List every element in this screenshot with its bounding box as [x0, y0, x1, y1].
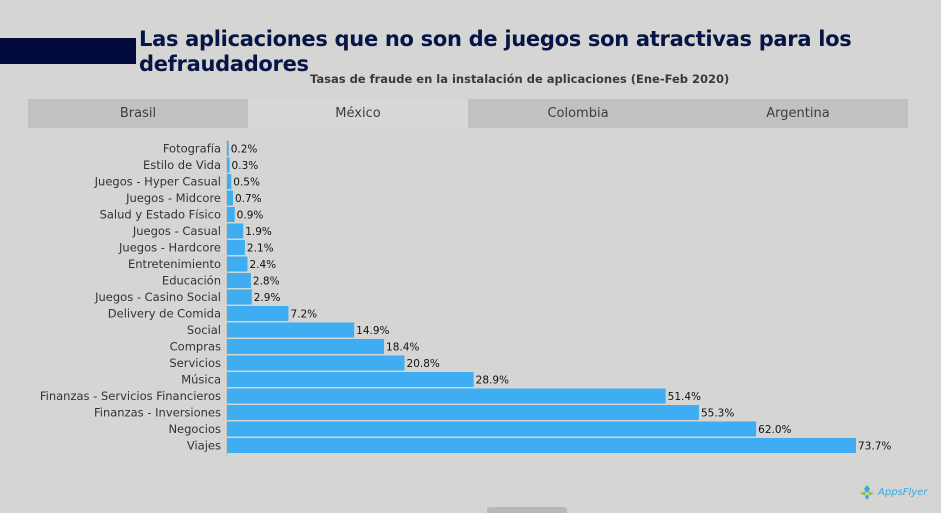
category-label: Educación — [162, 274, 221, 288]
value-label: 18.4% — [386, 342, 419, 354]
category-label: Juegos - Hyper Casual — [94, 175, 221, 189]
value-label: 62.0% — [758, 424, 791, 436]
category-label: Juegos - Hardcore — [118, 241, 221, 255]
value-label: 20.8% — [407, 358, 440, 370]
value-label: 51.4% — [668, 391, 701, 403]
bar — [227, 339, 385, 354]
value-label: 0.2% — [231, 144, 258, 156]
bar — [227, 289, 252, 305]
category-label: Delivery de Comida — [108, 307, 221, 321]
category-label: Música — [181, 373, 221, 387]
appsflyer-logo-text: AppsFlyer — [878, 486, 928, 498]
value-label: 0.3% — [232, 160, 259, 172]
accent-block — [0, 38, 136, 64]
value-label: 55.3% — [701, 408, 734, 420]
category-label: Servicios — [169, 356, 221, 370]
tab-brasil[interactable]: Brasil — [119, 106, 157, 121]
category-label: Juegos - Casual — [132, 224, 221, 238]
tab-mexico[interactable]: México — [248, 99, 468, 128]
bar — [227, 240, 245, 255]
bar — [227, 421, 757, 437]
bar — [227, 141, 229, 156]
category-label: Viajes — [187, 439, 221, 453]
bar — [227, 322, 355, 338]
bar — [227, 306, 289, 321]
fraud-rate-bar-chart: Fotografía 0.2% Estilo de Vida 0.3% Juegos -… — [40, 140, 891, 457]
category-label: Fotografía — [163, 142, 221, 156]
tab-colombia[interactable]: Colombia — [547, 106, 609, 121]
value-label: 0.5% — [233, 177, 260, 189]
appsflyer-logo-icon — [860, 485, 874, 500]
chart-subtitle: Tasas de fraude en la instalación de apl… — [310, 72, 730, 86]
bar — [227, 355, 405, 371]
bar — [227, 157, 230, 173]
bar — [227, 273, 251, 288]
value-label: 2.1% — [247, 243, 274, 255]
value-label: 2.4% — [249, 259, 276, 271]
bar — [227, 438, 856, 453]
page-title: Las aplicaciones que no son de juegos so… — [139, 27, 852, 76]
bar — [227, 388, 666, 404]
category-label: Finanzas - Inversiones — [94, 406, 221, 420]
category-label: Juegos - Casino Social — [94, 290, 221, 304]
value-label: 28.9% — [476, 375, 509, 387]
bar — [227, 405, 699, 420]
category-label: Finanzas - Servicios Financieros — [40, 389, 221, 403]
value-label: 14.9% — [356, 325, 389, 337]
tab-argentina[interactable]: Argentina — [766, 106, 830, 121]
appsflyer-logo: AppsFlyer — [858, 484, 927, 500]
value-label: 1.9% — [245, 226, 272, 238]
bar — [227, 174, 232, 189]
category-label: Compras — [170, 340, 221, 354]
slide-edge — [487, 507, 567, 513]
value-label: 0.7% — [235, 193, 262, 205]
value-label: 0.9% — [237, 210, 264, 222]
category-label: Salud y Estado Físico — [100, 208, 221, 222]
value-label: 7.2% — [290, 309, 317, 321]
category-label: Social — [187, 323, 221, 337]
bar — [227, 207, 235, 222]
bar — [227, 223, 244, 239]
country-tabs: Brasil México Colombia Argentina — [28, 99, 908, 128]
value-label: 73.7% — [858, 441, 891, 453]
bar — [227, 256, 248, 272]
category-label: Juegos - Midcore — [125, 191, 221, 205]
category-label: Entretenimiento — [128, 257, 221, 271]
bar — [227, 372, 474, 387]
category-label: Estilo de Vida — [143, 158, 221, 172]
bar — [227, 190, 233, 206]
value-label: 2.9% — [254, 292, 281, 304]
value-label: 2.8% — [253, 276, 280, 288]
category-label: Negocios — [168, 422, 221, 436]
